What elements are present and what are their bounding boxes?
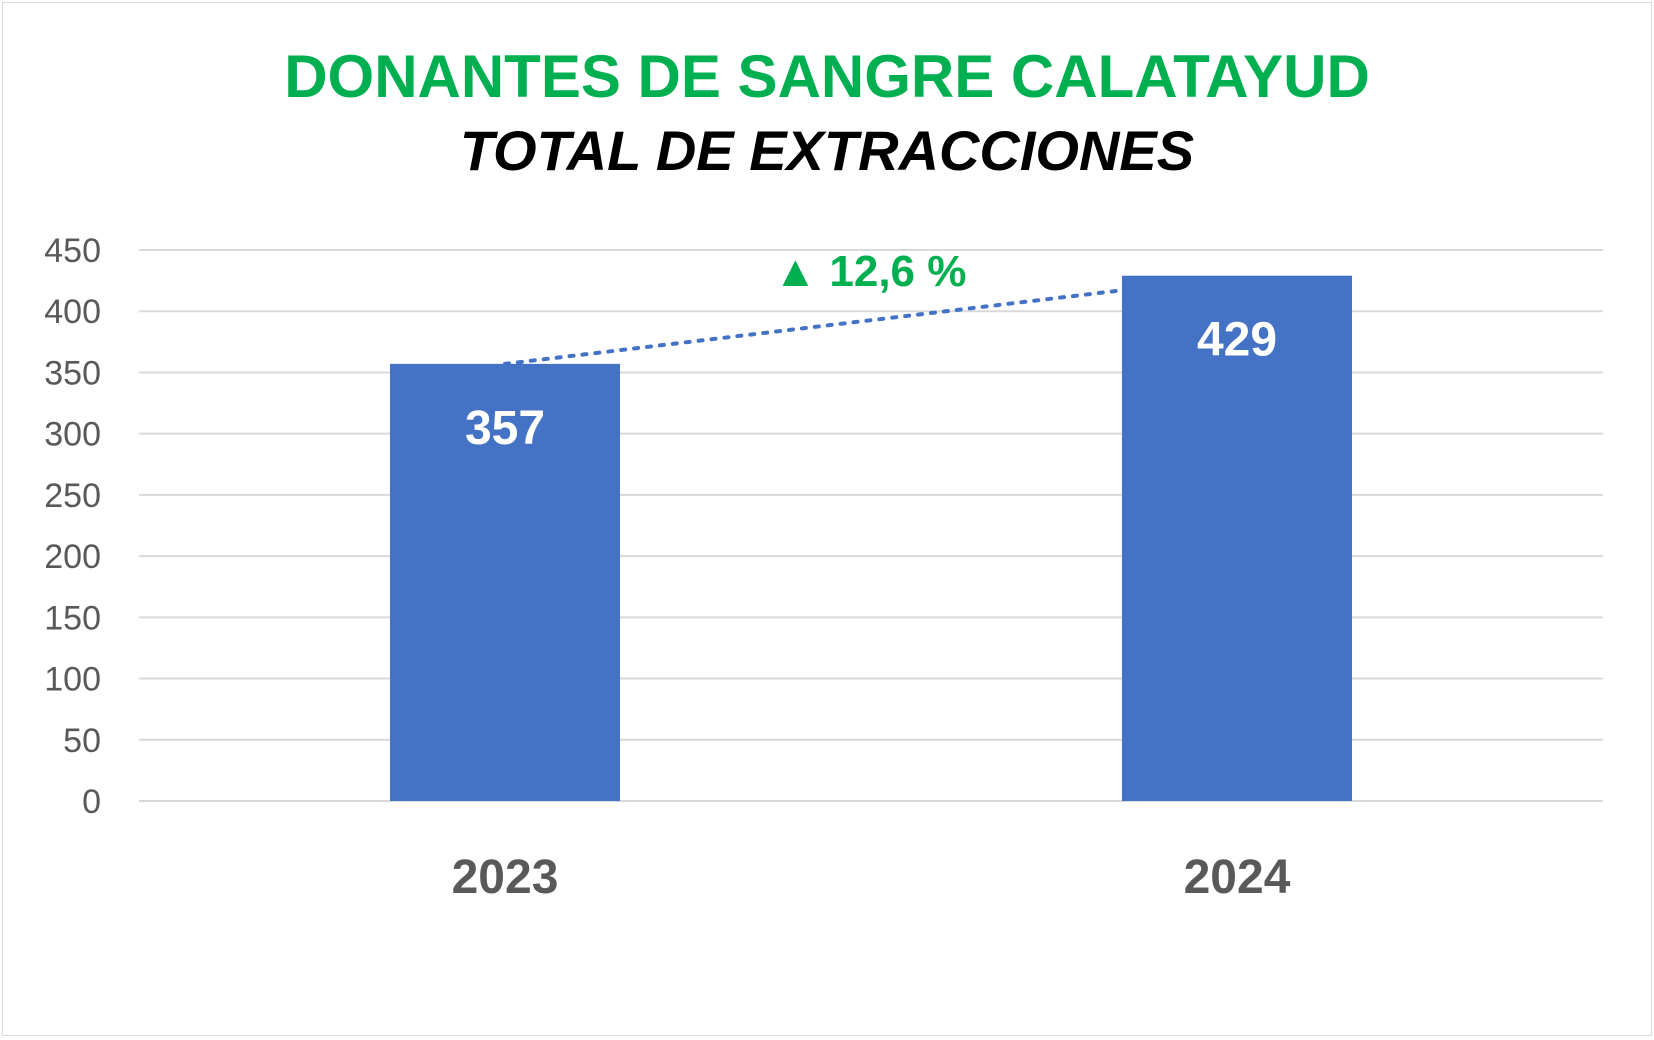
- y-tick-label: 200: [44, 538, 101, 576]
- y-tick-label: 350: [44, 354, 101, 392]
- category-label-2024: 2024: [1184, 851, 1291, 904]
- y-tick-label: 150: [44, 599, 101, 637]
- data-label-2023: 357: [465, 402, 545, 455]
- y-tick-label: 0: [82, 783, 101, 821]
- y-tick-label: 250: [44, 477, 101, 515]
- y-tick-label: 50: [63, 722, 101, 760]
- y-tick-label: 300: [44, 416, 101, 454]
- bar-2023: [390, 363, 620, 801]
- chart-title: DONANTES DE SANGRE CALATAYUD: [284, 43, 1370, 110]
- category-label-2023: 2023: [452, 851, 559, 904]
- growth-annotation: ▲ 12,6 %: [774, 247, 967, 296]
- data-labels: 357 429: [465, 314, 1277, 455]
- trendline: [503, 275, 1229, 366]
- bar-2024: [1122, 275, 1352, 801]
- data-label-2024: 429: [1197, 314, 1277, 367]
- trendline-layer: [503, 275, 1229, 366]
- y-tick-label: 100: [44, 661, 101, 699]
- gridlines: [139, 249, 1603, 802]
- y-tick-label: 450: [44, 232, 101, 270]
- chart-subtitle: TOTAL DE EXTRACCIONES: [459, 119, 1195, 182]
- x-axis-categories: 2023 2024: [452, 851, 1291, 904]
- bars: [390, 275, 1352, 801]
- y-tick-label: 400: [44, 293, 101, 331]
- y-axis-ticks: 0 50 100 150 200 250 300 350 400 450: [44, 232, 101, 821]
